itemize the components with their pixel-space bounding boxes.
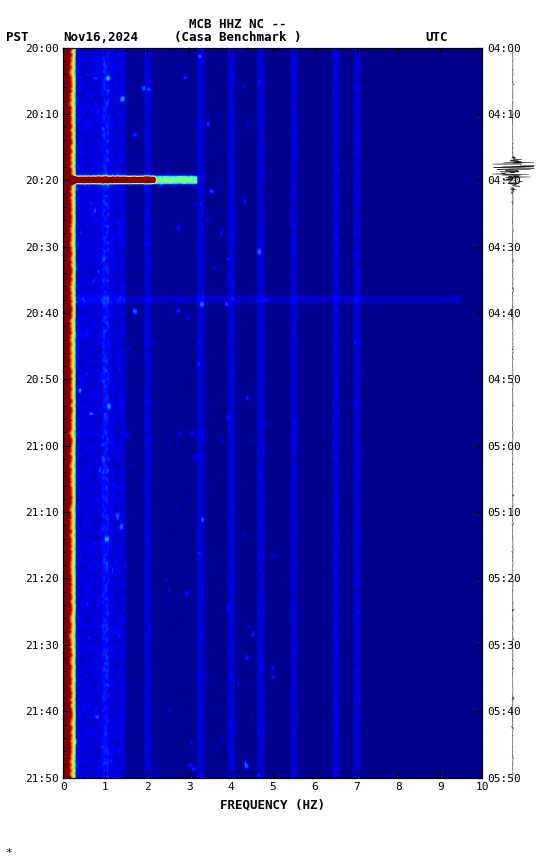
Text: *: * [6, 848, 12, 858]
Text: UTC: UTC [425, 30, 448, 44]
Text: Nov16,2024: Nov16,2024 [63, 30, 139, 44]
Text: MCB HHZ NC --: MCB HHZ NC -- [189, 17, 286, 31]
Text: PST: PST [6, 30, 28, 44]
Text: (Casa Benchmark ): (Casa Benchmark ) [174, 30, 301, 44]
X-axis label: FREQUENCY (HZ): FREQUENCY (HZ) [220, 798, 325, 811]
